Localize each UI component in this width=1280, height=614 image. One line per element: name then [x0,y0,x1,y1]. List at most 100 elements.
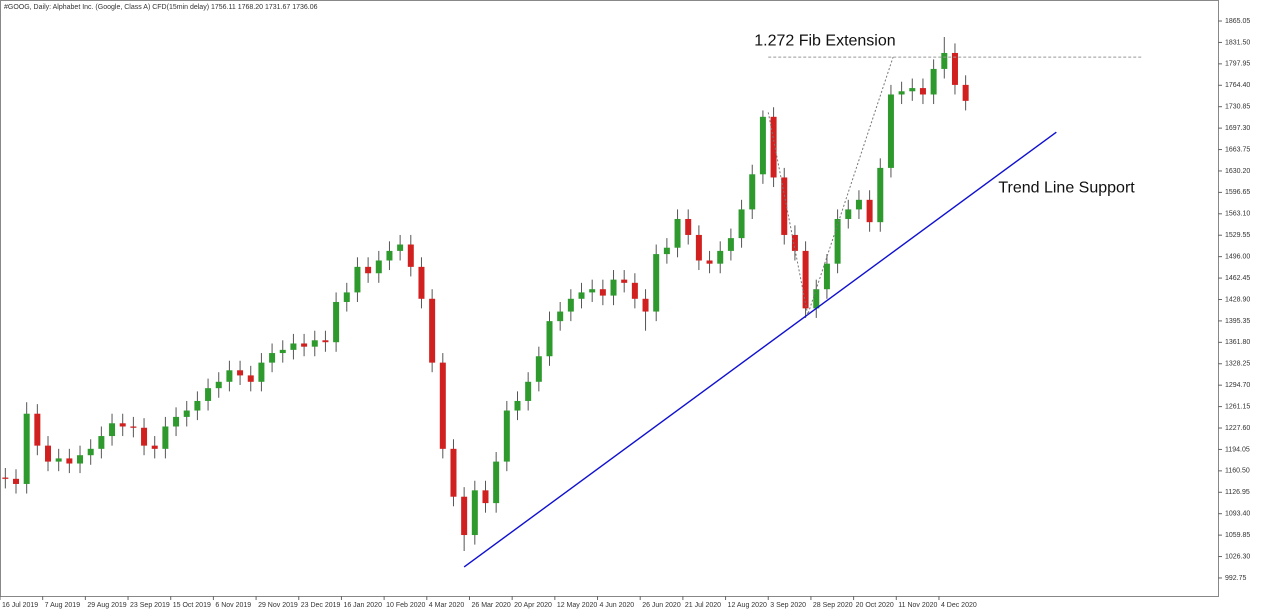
candle-body [343,292,350,302]
candle-body [962,84,969,101]
candle-body [301,343,308,347]
candle-body [813,289,820,309]
candle-body [151,445,158,449]
y-tick-label: 1428.90 [1225,296,1250,303]
candle-body [546,321,553,357]
y-tick-label: 1395.35 [1225,318,1250,325]
y-tick-label: 1194.05 [1225,446,1250,453]
candle-body [941,52,948,69]
x-tick-label: 23 Sep 2019 [130,602,170,609]
candle-body [322,340,329,343]
y-tick-label: 1630.20 [1225,168,1250,175]
x-tick-label: 20 Apr 2020 [514,602,552,609]
candle-body [599,289,606,296]
x-tick-label: 4 Dec 2020 [941,602,977,609]
y-tick-label: 1026.30 [1225,553,1250,560]
candle-body [525,381,532,401]
candle-body [226,370,233,382]
candle-body [397,244,404,251]
candle-body [674,218,681,248]
candle-body [23,413,30,484]
x-tick-label: 26 Jun 2020 [642,602,681,609]
candle-body [471,490,478,536]
candle-body [247,375,254,382]
x-tick-label: 16 Jul 2019 [2,602,38,609]
candle-body [34,413,41,446]
candle-body [685,218,692,235]
candle-body [130,426,137,428]
x-tick-label: 11 Nov 2020 [898,602,937,609]
y-tick-label: 1663.75 [1225,146,1250,153]
candle-body [258,362,265,382]
candle-body [514,400,521,411]
x-tick-label: 3 Sep 2020 [770,602,806,609]
candle-body [578,292,585,299]
x-tick-label: 4 Mar 2020 [429,602,465,609]
candle-body [119,423,126,427]
candle-body [642,298,649,312]
candle-body [738,209,745,239]
candle-body [2,477,9,479]
candle-body [173,416,180,427]
x-tick-label: 20 Oct 2020 [856,602,894,609]
x-tick-label: 23 Dec 2019 [301,602,341,609]
chart-title: #GOOG, Daily: Alphabet Inc. (Google, Cla… [4,4,318,11]
x-tick-label: 16 Jan 2020 [343,602,382,609]
candle-body [13,478,20,484]
candle-body [834,218,841,264]
candle-body [109,423,116,437]
candle-body [279,349,286,354]
candle-body [429,298,436,363]
candle-body [450,448,457,497]
trend-line [463,131,1057,568]
candle-body [205,388,212,401]
candle-body [653,254,660,312]
candle-body [311,340,318,347]
candle-body [706,260,713,264]
y-tick-label: 1261.15 [1225,403,1250,410]
candle-body [55,458,62,462]
candle-body [493,461,500,504]
x-tick-label: 12 Aug 2020 [728,602,767,609]
y-tick-label: 1764.40 [1225,82,1250,89]
candle-body [717,250,724,264]
y-tick-label: 1227.60 [1225,425,1250,432]
candle-body [845,209,852,219]
candle-body [866,199,873,223]
y-tick-label: 1160.50 [1225,468,1250,475]
candle-body [418,266,425,299]
x-tick-label: 15 Oct 2019 [173,602,211,609]
y-tick-label: 1797.95 [1225,61,1250,68]
candle-body [333,301,340,343]
candle-body [77,455,84,464]
candle-body [557,311,564,322]
candle-body [45,445,52,462]
zigzag-line [767,56,894,317]
candle-body [759,116,766,175]
x-tick-label: 12 May 2020 [557,602,598,609]
candle-body [98,436,105,449]
y-tick-label: 1462.45 [1225,275,1250,282]
candle-body [66,458,73,464]
y-tick-label: 1126.95 [1225,489,1250,496]
candle-body [407,244,414,267]
candle-body [823,263,830,290]
candle-body [663,247,670,255]
candle-body [194,400,201,411]
candle-body [439,362,446,449]
y-tick-label: 1328.25 [1225,361,1250,368]
y-tick-label: 1529.55 [1225,232,1250,239]
candle-body [365,266,372,274]
candle-body [887,94,894,168]
candle-body [87,448,94,456]
candle-body [749,174,756,210]
x-tick-label: 26 Mar 2020 [471,602,510,609]
y-tick-label: 1697.30 [1225,125,1250,132]
plot-frame [0,0,1219,597]
y-tick-label: 1496.00 [1225,253,1250,260]
candle-body [781,177,788,235]
candle-body [877,167,884,223]
y-tick-label: 1865.05 [1225,18,1250,25]
candle-body [183,410,190,417]
y-tick-label: 1596.65 [1225,189,1250,196]
